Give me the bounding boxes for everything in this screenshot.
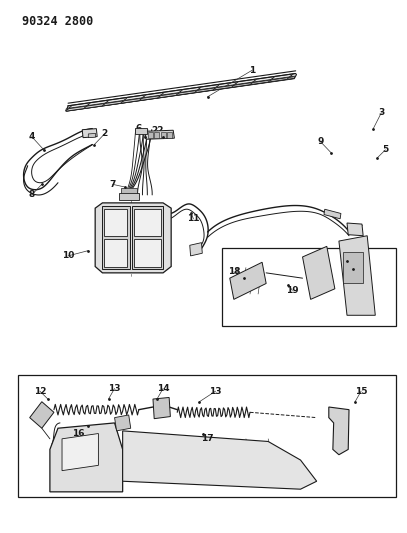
Polygon shape bbox=[135, 127, 147, 134]
Polygon shape bbox=[232, 82, 238, 87]
Text: 16: 16 bbox=[72, 429, 84, 438]
Polygon shape bbox=[66, 74, 296, 111]
Text: 13: 13 bbox=[209, 386, 222, 395]
Text: 8: 8 bbox=[28, 190, 35, 199]
Polygon shape bbox=[84, 103, 90, 109]
Polygon shape bbox=[88, 133, 96, 138]
Polygon shape bbox=[268, 77, 275, 82]
Text: 2: 2 bbox=[101, 130, 107, 139]
Polygon shape bbox=[329, 407, 349, 455]
Text: 3: 3 bbox=[378, 108, 385, 117]
Polygon shape bbox=[62, 433, 98, 471]
Polygon shape bbox=[324, 209, 341, 219]
Text: 18: 18 bbox=[228, 268, 240, 276]
Text: 90324 2800: 90324 2800 bbox=[22, 14, 93, 28]
Text: 12: 12 bbox=[33, 386, 46, 395]
Polygon shape bbox=[195, 87, 201, 93]
Polygon shape bbox=[176, 90, 182, 95]
Text: 11: 11 bbox=[187, 214, 200, 223]
Polygon shape bbox=[145, 130, 174, 139]
Polygon shape bbox=[230, 262, 266, 300]
Polygon shape bbox=[30, 402, 54, 428]
Text: 15: 15 bbox=[355, 386, 368, 395]
Text: 5: 5 bbox=[382, 146, 389, 155]
Polygon shape bbox=[190, 243, 202, 256]
Polygon shape bbox=[347, 223, 363, 236]
Polygon shape bbox=[65, 106, 72, 111]
Polygon shape bbox=[339, 236, 375, 316]
Text: 4: 4 bbox=[28, 132, 35, 141]
Polygon shape bbox=[167, 132, 172, 138]
Polygon shape bbox=[105, 209, 127, 236]
Polygon shape bbox=[103, 206, 130, 269]
Text: 10: 10 bbox=[62, 252, 74, 261]
Polygon shape bbox=[302, 246, 335, 300]
Text: 17: 17 bbox=[201, 434, 214, 443]
Polygon shape bbox=[105, 239, 127, 266]
Bar bbox=[222, 248, 396, 326]
Polygon shape bbox=[139, 95, 146, 101]
Text: 7: 7 bbox=[109, 180, 116, 189]
Polygon shape bbox=[120, 188, 137, 193]
Polygon shape bbox=[154, 132, 159, 138]
Polygon shape bbox=[102, 101, 109, 106]
Bar bbox=[18, 375, 396, 497]
Polygon shape bbox=[134, 209, 161, 236]
Polygon shape bbox=[161, 132, 166, 138]
Polygon shape bbox=[343, 252, 363, 284]
Text: 22: 22 bbox=[151, 126, 163, 135]
Text: 19: 19 bbox=[286, 286, 299, 295]
Polygon shape bbox=[287, 74, 293, 79]
Polygon shape bbox=[50, 423, 123, 492]
Polygon shape bbox=[213, 85, 219, 90]
Polygon shape bbox=[134, 239, 161, 266]
Text: 6: 6 bbox=[136, 124, 142, 133]
Text: 9: 9 bbox=[317, 138, 324, 147]
Polygon shape bbox=[123, 431, 317, 489]
Text: 21: 21 bbox=[355, 262, 368, 271]
Polygon shape bbox=[66, 77, 294, 111]
Text: 1: 1 bbox=[249, 66, 255, 75]
Polygon shape bbox=[115, 415, 131, 431]
Text: 20: 20 bbox=[349, 249, 361, 258]
Polygon shape bbox=[158, 93, 164, 98]
Polygon shape bbox=[131, 206, 163, 269]
Text: 13: 13 bbox=[108, 384, 121, 393]
Polygon shape bbox=[153, 398, 171, 419]
Polygon shape bbox=[120, 98, 127, 103]
Text: 14: 14 bbox=[157, 384, 169, 393]
Polygon shape bbox=[95, 203, 171, 273]
Polygon shape bbox=[82, 128, 97, 138]
Polygon shape bbox=[118, 193, 139, 200]
Polygon shape bbox=[250, 79, 256, 85]
Polygon shape bbox=[148, 132, 153, 138]
